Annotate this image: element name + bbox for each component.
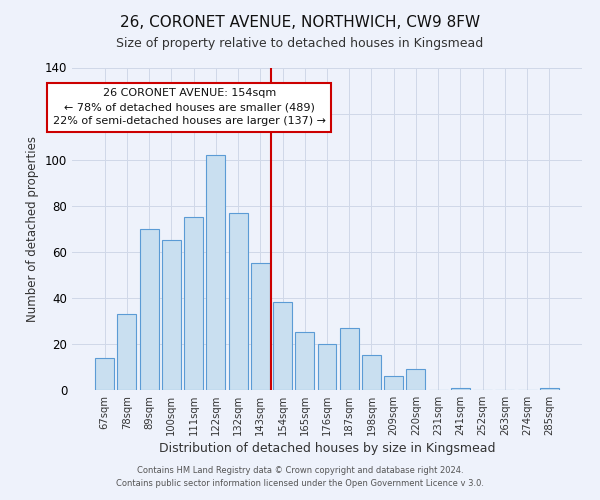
Bar <box>540 388 559 390</box>
Text: 26 CORONET AVENUE: 154sqm
← 78% of detached houses are smaller (489)
22% of semi: 26 CORONET AVENUE: 154sqm ← 78% of detac… <box>53 88 326 126</box>
Bar <box>362 356 381 390</box>
Bar <box>273 302 292 390</box>
Bar <box>384 376 403 390</box>
Bar <box>406 370 425 390</box>
Bar <box>229 212 248 390</box>
Bar <box>451 388 470 390</box>
Text: 26, CORONET AVENUE, NORTHWICH, CW9 8FW: 26, CORONET AVENUE, NORTHWICH, CW9 8FW <box>120 15 480 30</box>
Bar <box>295 332 314 390</box>
Bar <box>317 344 337 390</box>
X-axis label: Distribution of detached houses by size in Kingsmead: Distribution of detached houses by size … <box>159 442 495 455</box>
Bar <box>162 240 181 390</box>
Bar <box>184 217 203 390</box>
Bar <box>206 155 225 390</box>
Text: Contains HM Land Registry data © Crown copyright and database right 2024.
Contai: Contains HM Land Registry data © Crown c… <box>116 466 484 487</box>
Bar <box>251 264 270 390</box>
Bar <box>340 328 359 390</box>
Bar <box>95 358 114 390</box>
Y-axis label: Number of detached properties: Number of detached properties <box>26 136 39 322</box>
Bar <box>118 314 136 390</box>
Bar <box>140 229 158 390</box>
Text: Size of property relative to detached houses in Kingsmead: Size of property relative to detached ho… <box>116 38 484 51</box>
